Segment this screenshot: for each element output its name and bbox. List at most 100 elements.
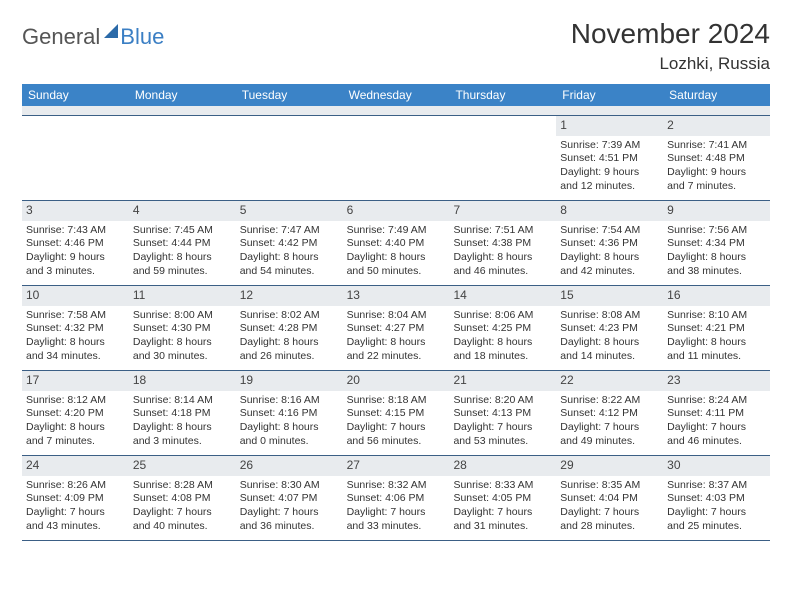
- day-info-line: Daylight: 8 hours: [240, 421, 339, 435]
- day-of-week-header: Sunday Monday Tuesday Wednesday Thursday…: [22, 84, 770, 106]
- day-info-line: Sunset: 4:27 PM: [347, 322, 446, 336]
- day-info-line: and 12 minutes.: [560, 180, 659, 194]
- day-info-line: Sunset: 4:23 PM: [560, 322, 659, 336]
- day-number: 20: [343, 371, 450, 391]
- week-row: 17Sunrise: 8:12 AMSunset: 4:20 PMDayligh…: [22, 371, 770, 456]
- day-info-line: and 50 minutes.: [347, 265, 446, 279]
- dow-wednesday: Wednesday: [343, 84, 450, 106]
- day-number: 15: [556, 286, 663, 306]
- week-row: 1Sunrise: 7:39 AMSunset: 4:51 PMDaylight…: [22, 116, 770, 201]
- day-info-line: and 0 minutes.: [240, 435, 339, 449]
- day-number: 2: [663, 116, 770, 136]
- day-cell: [236, 116, 343, 200]
- day-info-line: and 43 minutes.: [26, 520, 125, 534]
- day-number: 29: [556, 456, 663, 476]
- header-separator: [22, 106, 770, 116]
- day-info-line: Sunset: 4:18 PM: [133, 407, 232, 421]
- day-info-line: and 11 minutes.: [667, 350, 766, 364]
- day-info-line: Daylight: 7 hours: [347, 421, 446, 435]
- day-cell: 23Sunrise: 8:24 AMSunset: 4:11 PMDayligh…: [663, 371, 770, 455]
- day-number: 7: [449, 201, 556, 221]
- day-number: 4: [129, 201, 236, 221]
- dow-saturday: Saturday: [663, 84, 770, 106]
- day-info-line: and 26 minutes.: [240, 350, 339, 364]
- day-info-line: and 7 minutes.: [667, 180, 766, 194]
- day-cell: 18Sunrise: 8:14 AMSunset: 4:18 PMDayligh…: [129, 371, 236, 455]
- day-info-line: and 42 minutes.: [560, 265, 659, 279]
- day-number: 1: [556, 116, 663, 136]
- day-info-line: Daylight: 8 hours: [667, 336, 766, 350]
- day-info-line: Sunrise: 8:12 AM: [26, 394, 125, 408]
- day-info-line: Sunset: 4:40 PM: [347, 237, 446, 251]
- day-info-line: Sunset: 4:09 PM: [26, 492, 125, 506]
- day-info-line: and 28 minutes.: [560, 520, 659, 534]
- day-info-line: and 49 minutes.: [560, 435, 659, 449]
- day-info-line: and 56 minutes.: [347, 435, 446, 449]
- day-number: 22: [556, 371, 663, 391]
- dow-thursday: Thursday: [449, 84, 556, 106]
- day-info-line: Sunset: 4:32 PM: [26, 322, 125, 336]
- day-cell: [449, 116, 556, 200]
- day-number: 9: [663, 201, 770, 221]
- day-number: 14: [449, 286, 556, 306]
- day-info-line: and 33 minutes.: [347, 520, 446, 534]
- day-cell: 1Sunrise: 7:39 AMSunset: 4:51 PMDaylight…: [556, 116, 663, 200]
- day-info-line: Daylight: 8 hours: [453, 251, 552, 265]
- dow-monday: Monday: [129, 84, 236, 106]
- day-info-line: Sunset: 4:13 PM: [453, 407, 552, 421]
- day-info-line: Sunset: 4:46 PM: [26, 237, 125, 251]
- day-info-line: Daylight: 7 hours: [667, 506, 766, 520]
- day-info-line: Sunrise: 7:39 AM: [560, 139, 659, 153]
- day-info-line: Sunset: 4:05 PM: [453, 492, 552, 506]
- day-info-line: Daylight: 8 hours: [347, 251, 446, 265]
- day-info-line: Sunrise: 8:26 AM: [26, 479, 125, 493]
- day-cell: 22Sunrise: 8:22 AMSunset: 4:12 PMDayligh…: [556, 371, 663, 455]
- day-info-line: Daylight: 7 hours: [560, 421, 659, 435]
- week-row: 10Sunrise: 7:58 AMSunset: 4:32 PMDayligh…: [22, 286, 770, 371]
- day-info-line: Daylight: 7 hours: [560, 506, 659, 520]
- day-info-line: and 54 minutes.: [240, 265, 339, 279]
- day-info-line: Daylight: 8 hours: [133, 421, 232, 435]
- day-info-line: and 46 minutes.: [453, 265, 552, 279]
- day-info-line: and 31 minutes.: [453, 520, 552, 534]
- day-cell: 14Sunrise: 8:06 AMSunset: 4:25 PMDayligh…: [449, 286, 556, 370]
- day-info-line: Sunrise: 8:20 AM: [453, 394, 552, 408]
- day-info-line: Sunrise: 8:33 AM: [453, 479, 552, 493]
- day-info-line: Daylight: 7 hours: [26, 506, 125, 520]
- day-number: 24: [22, 456, 129, 476]
- day-info-line: Daylight: 9 hours: [667, 166, 766, 180]
- day-info-line: Daylight: 8 hours: [133, 251, 232, 265]
- day-info-line: Daylight: 8 hours: [240, 251, 339, 265]
- day-info-line: Sunrise: 8:30 AM: [240, 479, 339, 493]
- day-number: 28: [449, 456, 556, 476]
- day-info-line: Sunset: 4:16 PM: [240, 407, 339, 421]
- day-number: 12: [236, 286, 343, 306]
- day-info-line: Sunset: 4:36 PM: [560, 237, 659, 251]
- day-info-line: and 38 minutes.: [667, 265, 766, 279]
- day-info-line: Sunset: 4:30 PM: [133, 322, 232, 336]
- day-cell: 6Sunrise: 7:49 AMSunset: 4:40 PMDaylight…: [343, 201, 450, 285]
- day-number: 21: [449, 371, 556, 391]
- day-info-line: Daylight: 9 hours: [560, 166, 659, 180]
- day-info-line: Daylight: 7 hours: [453, 421, 552, 435]
- day-cell: 13Sunrise: 8:04 AMSunset: 4:27 PMDayligh…: [343, 286, 450, 370]
- day-cell: [129, 116, 236, 200]
- header: General Blue November 2024 Lozhki, Russi…: [22, 18, 770, 74]
- day-info-line: and 30 minutes.: [133, 350, 232, 364]
- day-info-line: Sunset: 4:15 PM: [347, 407, 446, 421]
- logo-triangle-icon: [104, 24, 118, 38]
- day-number: 25: [129, 456, 236, 476]
- week-row: 3Sunrise: 7:43 AMSunset: 4:46 PMDaylight…: [22, 201, 770, 286]
- day-info-line: Sunrise: 7:43 AM: [26, 224, 125, 238]
- day-info-line: Sunset: 4:11 PM: [667, 407, 766, 421]
- title-block: November 2024 Lozhki, Russia: [571, 18, 770, 74]
- day-info-line: Sunset: 4:06 PM: [347, 492, 446, 506]
- location-text: Lozhki, Russia: [571, 54, 770, 74]
- day-cell: 19Sunrise: 8:16 AMSunset: 4:16 PMDayligh…: [236, 371, 343, 455]
- day-info-line: Sunrise: 8:08 AM: [560, 309, 659, 323]
- day-info-line: Sunset: 4:44 PM: [133, 237, 232, 251]
- day-info-line: and 36 minutes.: [240, 520, 339, 534]
- day-cell: 26Sunrise: 8:30 AMSunset: 4:07 PMDayligh…: [236, 456, 343, 540]
- dow-tuesday: Tuesday: [236, 84, 343, 106]
- day-cell: 5Sunrise: 7:47 AMSunset: 4:42 PMDaylight…: [236, 201, 343, 285]
